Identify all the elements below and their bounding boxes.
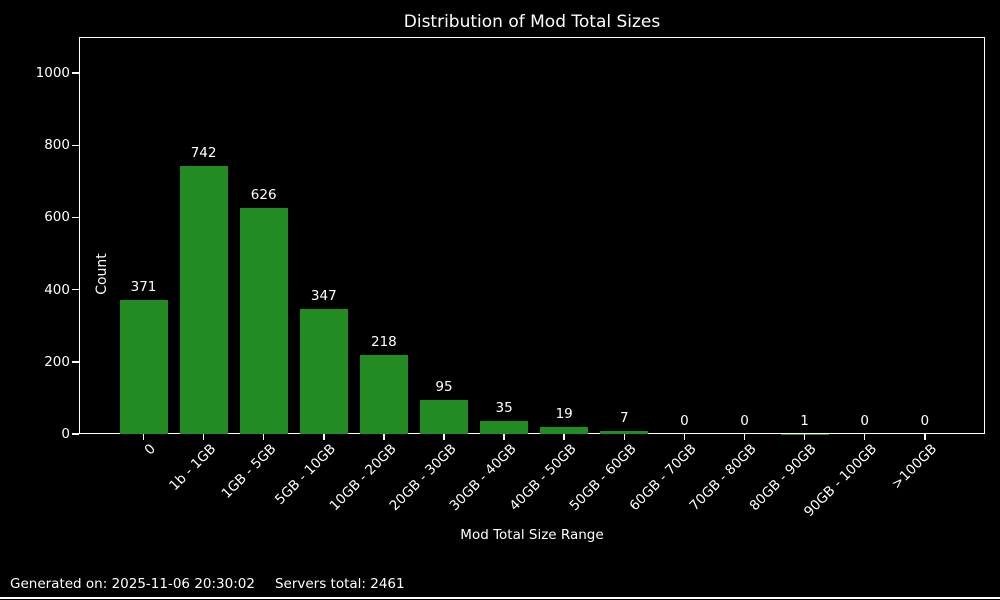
bar <box>179 166 228 434</box>
bar-value-label: 742 <box>190 145 217 162</box>
bar <box>299 308 348 434</box>
y-tick-label: 800 <box>44 137 70 154</box>
x-tick <box>383 434 385 440</box>
x-tick-label-text: 0 <box>141 441 159 459</box>
bar-value-label: 0 <box>680 413 689 429</box>
x-tick <box>142 434 145 440</box>
bar-value-label: 35 <box>495 400 513 417</box>
x-tick-label-text: 1b - 1GB <box>165 441 219 494</box>
x-tick-label-text: 1GB - 5GB <box>218 441 280 502</box>
bar <box>540 427 589 434</box>
bar-value-label: 218 <box>371 334 397 351</box>
x-tick <box>683 434 686 440</box>
x-tick-label-text: 5GB - 10GB <box>272 441 340 508</box>
bar-value-label: 95 <box>435 378 453 395</box>
bar <box>359 355 408 434</box>
y-tick-label: 400 <box>44 281 70 298</box>
bar-value-label: 371 <box>130 279 157 296</box>
y-tick <box>72 433 79 435</box>
bar <box>600 431 649 434</box>
bar-value-label: 1 <box>800 412 809 429</box>
y-tick-label: 200 <box>44 353 70 370</box>
y-tick-label: 600 <box>44 209 70 226</box>
bar <box>480 421 529 434</box>
x-tick <box>563 434 565 440</box>
x-tick <box>623 434 626 440</box>
servers-total: Servers total: 2461 <box>274 576 405 592</box>
bottom-border-line <box>0 597 1000 599</box>
y-tick <box>72 72 79 74</box>
bar <box>420 399 468 434</box>
y-axis-label: Count <box>94 253 110 295</box>
bar-value-label: 7 <box>620 410 629 427</box>
y-tick-label: 0 <box>61 426 70 442</box>
y-tick <box>72 216 79 219</box>
x-tick <box>262 434 265 440</box>
footer: Generated on: 2025-11-06 20:30:02 Servers… <box>10 576 405 592</box>
bar-value-label: 626 <box>250 187 277 204</box>
x-tick <box>503 434 505 440</box>
chart-title: Distribution of Mod Total Sizes <box>403 12 661 32</box>
x-tick-label-text: >100GB <box>888 441 941 493</box>
bar-value-label: 347 <box>310 287 337 304</box>
bar <box>239 208 288 434</box>
plot-area: Count <box>79 37 985 434</box>
x-tick <box>202 434 205 440</box>
y-tick-label: 1000 <box>35 65 70 82</box>
y-tick <box>72 144 79 147</box>
x-tick <box>924 434 926 440</box>
x-tick <box>323 434 325 440</box>
bar-value-label: 0 <box>860 413 869 429</box>
generated-timestamp: Generated on: 2025-11-06 20:30:02 <box>10 576 255 592</box>
bar-value-label: 19 <box>555 406 573 423</box>
x-tick <box>803 434 806 440</box>
y-tick <box>72 361 79 363</box>
bar <box>119 300 168 434</box>
y-tick <box>72 288 79 291</box>
x-tick <box>863 434 866 440</box>
x-axis-label: Mod Total Size Range <box>460 527 604 543</box>
x-tick <box>443 434 445 440</box>
bar-value-label: 0 <box>920 413 930 429</box>
bar-value-label: 0 <box>740 413 749 429</box>
x-tick <box>743 434 746 440</box>
